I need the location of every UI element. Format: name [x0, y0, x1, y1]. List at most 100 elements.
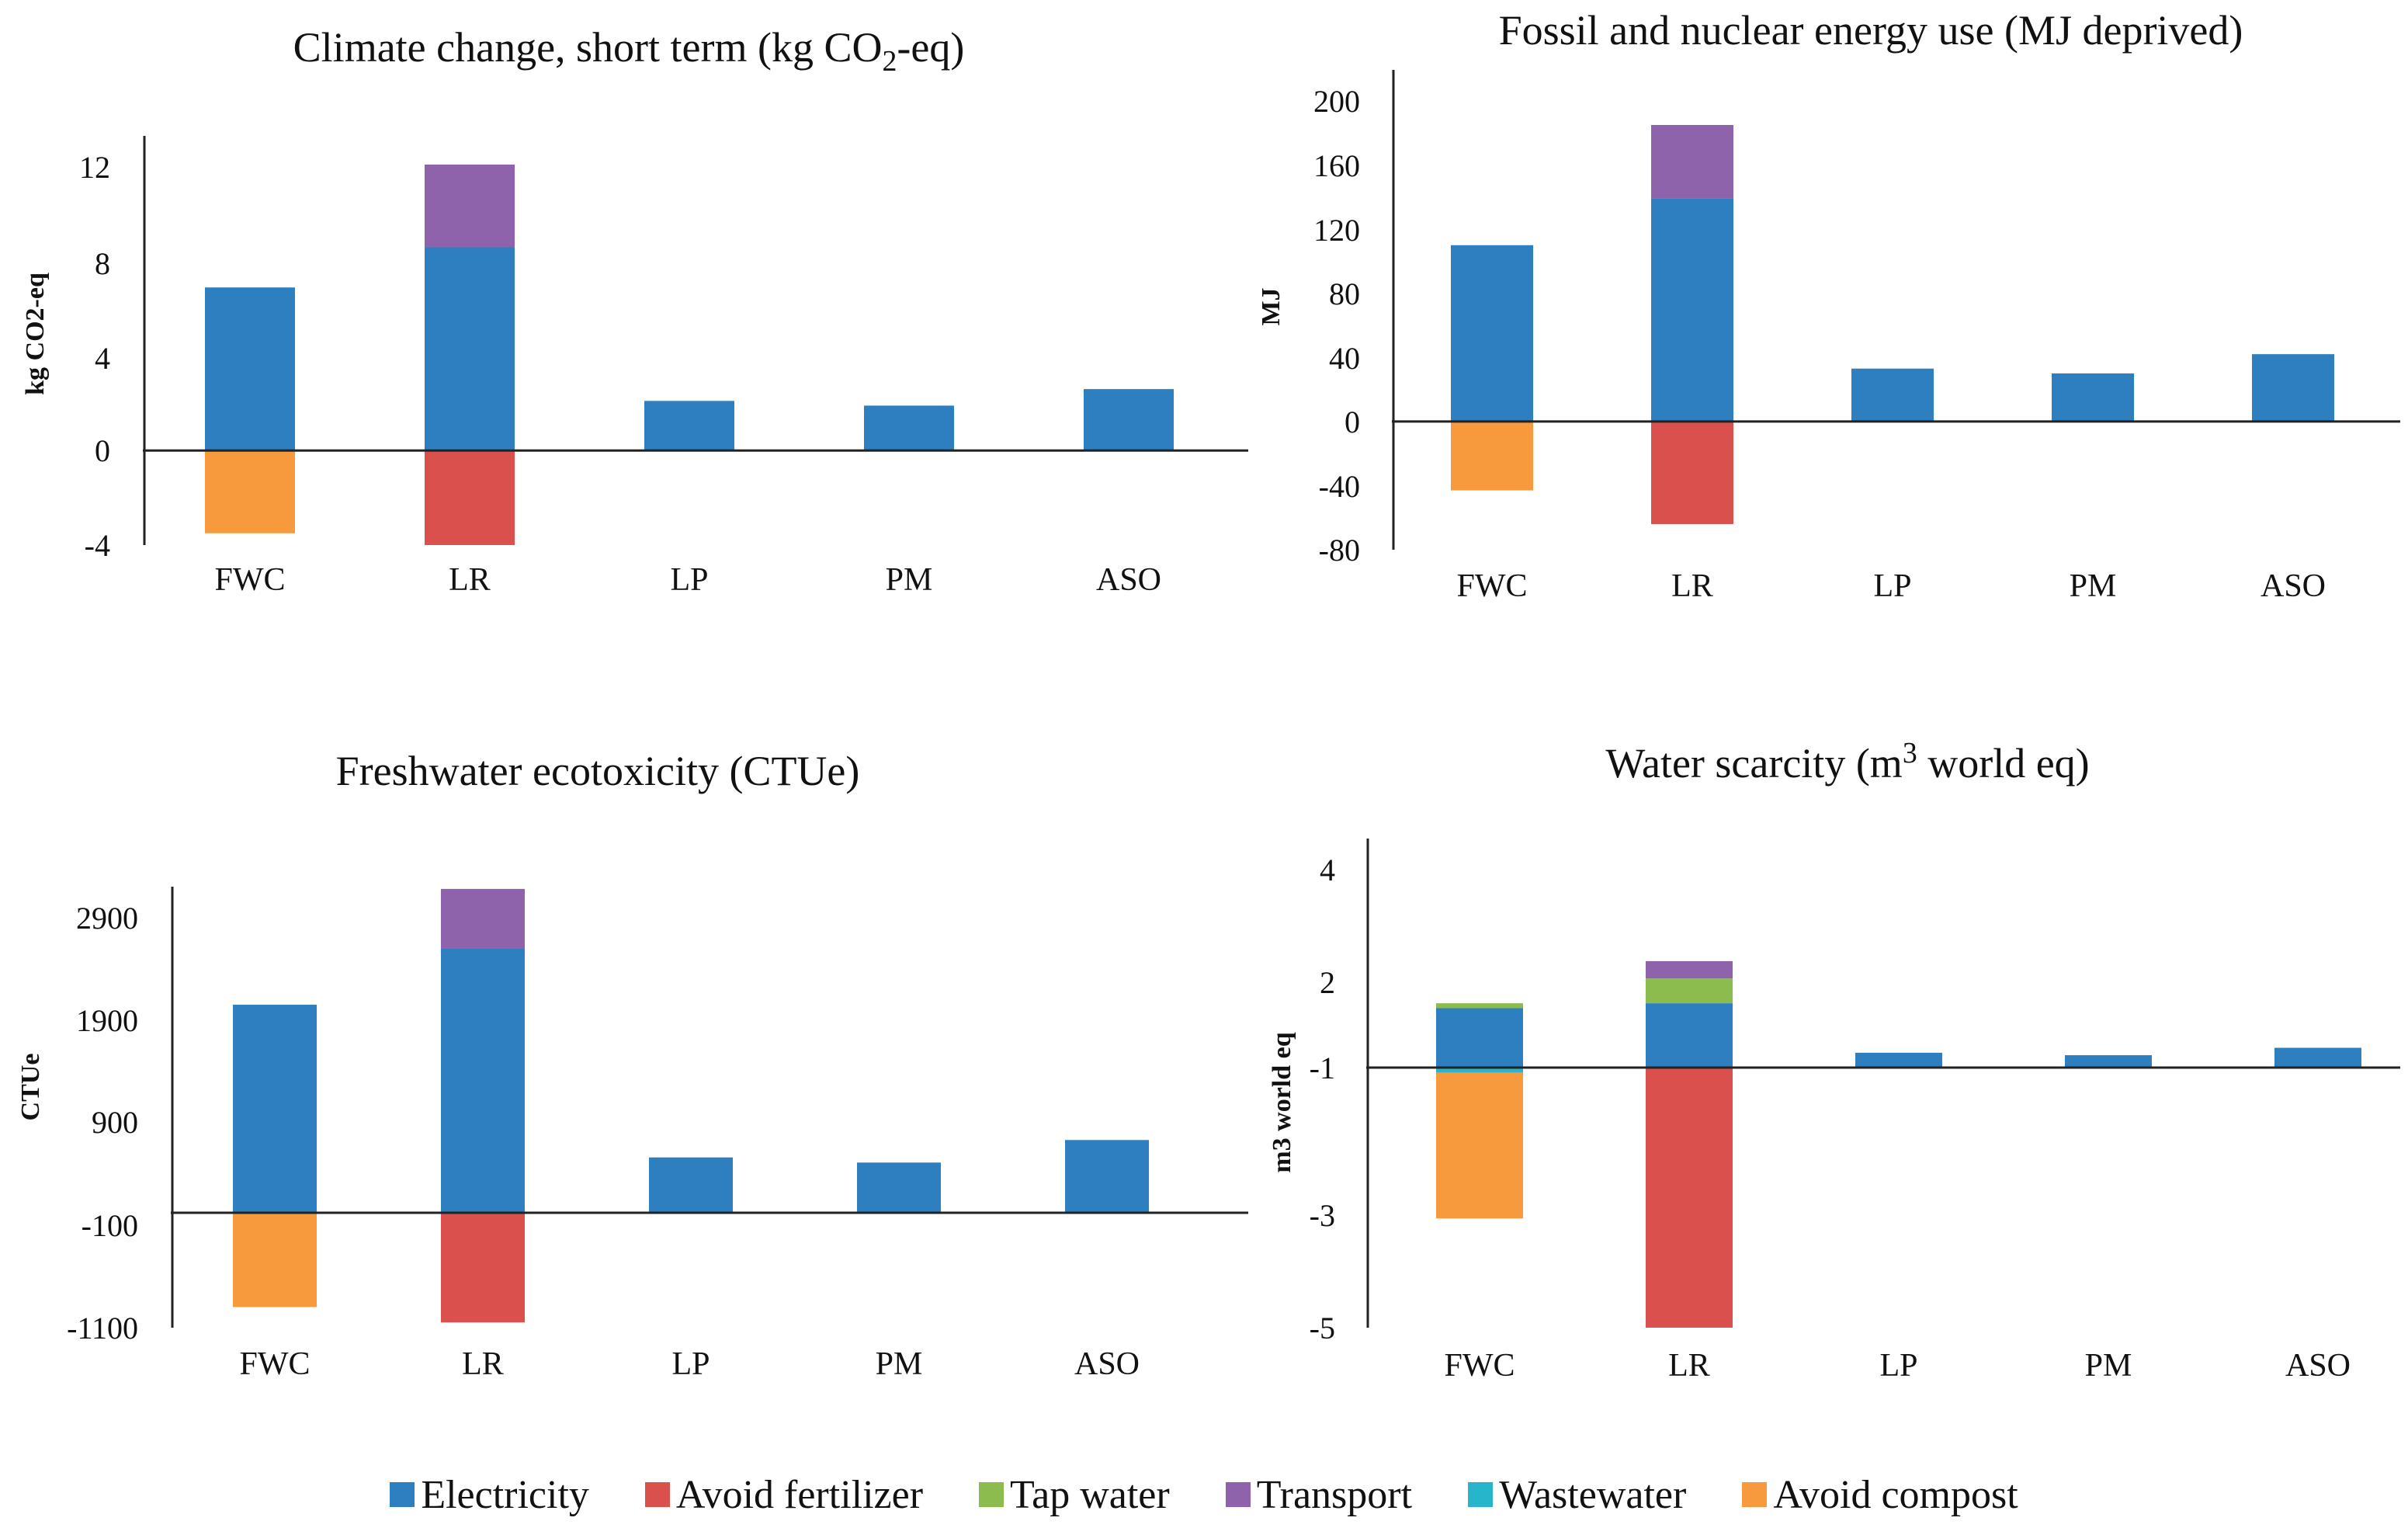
x-tick-label: PM: [886, 562, 933, 598]
legend-label: Transport: [1256, 1472, 1413, 1517]
x-tick-label: FWC: [1444, 1348, 1515, 1384]
legend: Electricity Avoid fertilizer Tap water T…: [0, 1471, 2408, 1518]
legend-item-tap-water: Tap water: [979, 1472, 1170, 1518]
x-tick-label: ASO: [1096, 562, 1161, 598]
y-tick-label: 2900: [76, 901, 138, 936]
x-tick-label: LP: [1879, 1348, 1917, 1384]
chart-title-climate-change: Climate change, short term (kg CO2-eq): [293, 24, 965, 78]
bar-lr-electricity: [425, 247, 515, 451]
bar-lr-transport: [425, 164, 515, 248]
legend-swatch: [979, 1482, 1004, 1507]
bar-aso-electricity: [1084, 389, 1174, 451]
y-tick-label: -100: [82, 1208, 138, 1243]
legend-item-avoid-compost: Avoid compost: [1742, 1472, 2018, 1518]
bar-fwc-avoid-compost: [205, 450, 295, 533]
bar-pm-electricity: [2065, 1055, 2152, 1068]
bar-aso-electricity: [2274, 1047, 2361, 1068]
bar-fwc-avoid-compost: [1436, 1072, 1523, 1219]
y-tick-label: 120: [1313, 213, 1360, 248]
chart-water-scarcity: Water scarcity (m3 world eq) m3 world eq…: [1242, 699, 2408, 1398]
x-tick-label: LR: [1668, 1348, 1710, 1384]
y-tick-label: 4: [1320, 853, 1335, 887]
legend-label: Wastewater: [1499, 1472, 1687, 1517]
bar-fwc-tap-water: [1436, 1003, 1523, 1009]
y-tick-label: 2: [1320, 965, 1335, 1000]
x-tick-label: FWC: [1456, 568, 1527, 604]
legend-item-avoid-fertilizer: Avoid fertilizer: [644, 1472, 924, 1518]
x-tick-label: PM: [2070, 568, 2117, 604]
legend-swatch: [1742, 1482, 1768, 1507]
legend-swatch: [390, 1482, 415, 1507]
bar-lr-electricity: [1651, 198, 1733, 422]
plot-area: 2900 1900 900 -100 -1100 FWC LR LP PM ASO: [67, 887, 1248, 1382]
legend-label: Tap water: [1010, 1472, 1170, 1517]
y-tick-label: 200: [1313, 84, 1360, 119]
y-tick-label: 80: [1329, 276, 1360, 311]
legend-label: Avoid fertilizer: [675, 1472, 924, 1517]
bar-lp-electricity: [644, 401, 734, 451]
y-tick-label: 900: [92, 1105, 138, 1140]
chart-title-water-scarcity: Water scarcity (m3 world eq): [1605, 737, 2090, 787]
bar-aso-electricity: [1065, 1140, 1149, 1213]
y-tick-label: -1: [1310, 1050, 1335, 1085]
bar-lr-electricity: [1646, 1003, 1733, 1068]
bar-aso-electricity: [2252, 354, 2334, 422]
bar-fwc-electricity: [233, 1005, 317, 1213]
legend-swatch: [1225, 1482, 1251, 1507]
bar-lp-electricity: [1855, 1052, 1942, 1068]
bar-fwc-electricity: [1451, 245, 1533, 422]
x-tick-label: FWC: [239, 1346, 310, 1382]
chart-climate-change: Climate change, short term (kg CO2-eq) k…: [0, 0, 1248, 683]
y-tick-label: 40: [1329, 341, 1360, 376]
chart-title-fossil-energy: Fossil and nuclear energy use (MJ depriv…: [1498, 7, 2243, 54]
x-tick-label: LR: [449, 562, 491, 598]
chart-title-freshwater-ecotoxicity: Freshwater ecotoxicity (CTUe): [335, 748, 860, 794]
bar-lr-avoid-fertilizer: [1646, 1068, 1733, 1328]
bar-lr-avoid-fertilizer: [425, 450, 515, 545]
bar-lr-avoid-fertilizer: [441, 1213, 525, 1323]
y-tick-label: -1100: [67, 1311, 138, 1346]
x-tick-label: ASO: [2261, 568, 2326, 604]
x-tick-label: PM: [876, 1346, 923, 1382]
bar-fwc-avoid-compost: [233, 1213, 317, 1307]
bar-lr-avoid-fertilizer: [1651, 421, 1733, 524]
bar-lp-electricity: [649, 1157, 733, 1213]
y-tick-label: 0: [1345, 405, 1360, 439]
chart-freshwater-ecotoxicity: Freshwater ecotoxicity (CTUe) CTUe 2900 1…: [0, 699, 1248, 1398]
x-tick-label: PM: [2085, 1348, 2132, 1384]
legend-item-electricity: Electricity: [390, 1472, 589, 1518]
bar-lr-electricity: [441, 948, 525, 1213]
y-tick-label: 160: [1313, 148, 1360, 183]
y-tick-label: 0: [95, 433, 110, 468]
x-tick-label: LP: [671, 1346, 710, 1382]
x-tick-label: FWC: [214, 562, 285, 598]
y-tick-label: -40: [1319, 469, 1360, 504]
bar-lr-transport: [1651, 124, 1733, 199]
bar-pm-electricity: [857, 1162, 941, 1213]
bar-lr-transport: [1646, 960, 1733, 979]
x-tick-label: LR: [1671, 568, 1713, 604]
x-tick-label: ASO: [1074, 1346, 1140, 1382]
x-tick-label: LR: [462, 1346, 504, 1382]
y-tick-label: -5: [1310, 1311, 1335, 1346]
bar-fwc-electricity: [1436, 1008, 1523, 1068]
y-tick-label: 8: [95, 246, 110, 281]
legend-label: Avoid compost: [1773, 1472, 2018, 1517]
y-tick-label: 12: [79, 150, 110, 185]
legend-item-transport: Transport: [1225, 1472, 1413, 1518]
x-tick-label: ASO: [2285, 1348, 2351, 1384]
plot-area: 200 160 120 80 40 0 -40 -80 FWC LR LP PM ASO: [1313, 70, 2400, 604]
plot-area: 12 8 4 0 -4 FWC LR LP PM ASO: [79, 136, 1248, 598]
bar-lr-tap-water: [1646, 978, 1733, 1004]
legend-label: Electricity: [421, 1472, 589, 1517]
bar-fwc-electricity: [205, 287, 295, 451]
y-tick-label: -4: [85, 528, 110, 563]
y-tick-label: -3: [1310, 1198, 1335, 1233]
y-tick-label: 4: [95, 341, 110, 376]
x-tick-label: LP: [670, 562, 708, 598]
legend-item-wastewater: Wastewater: [1468, 1472, 1686, 1518]
bar-lr-transport: [441, 888, 525, 949]
y-tick-label: 1900: [76, 1003, 138, 1038]
bar-lp-electricity: [1851, 368, 1934, 422]
legend-swatch: [644, 1482, 670, 1507]
